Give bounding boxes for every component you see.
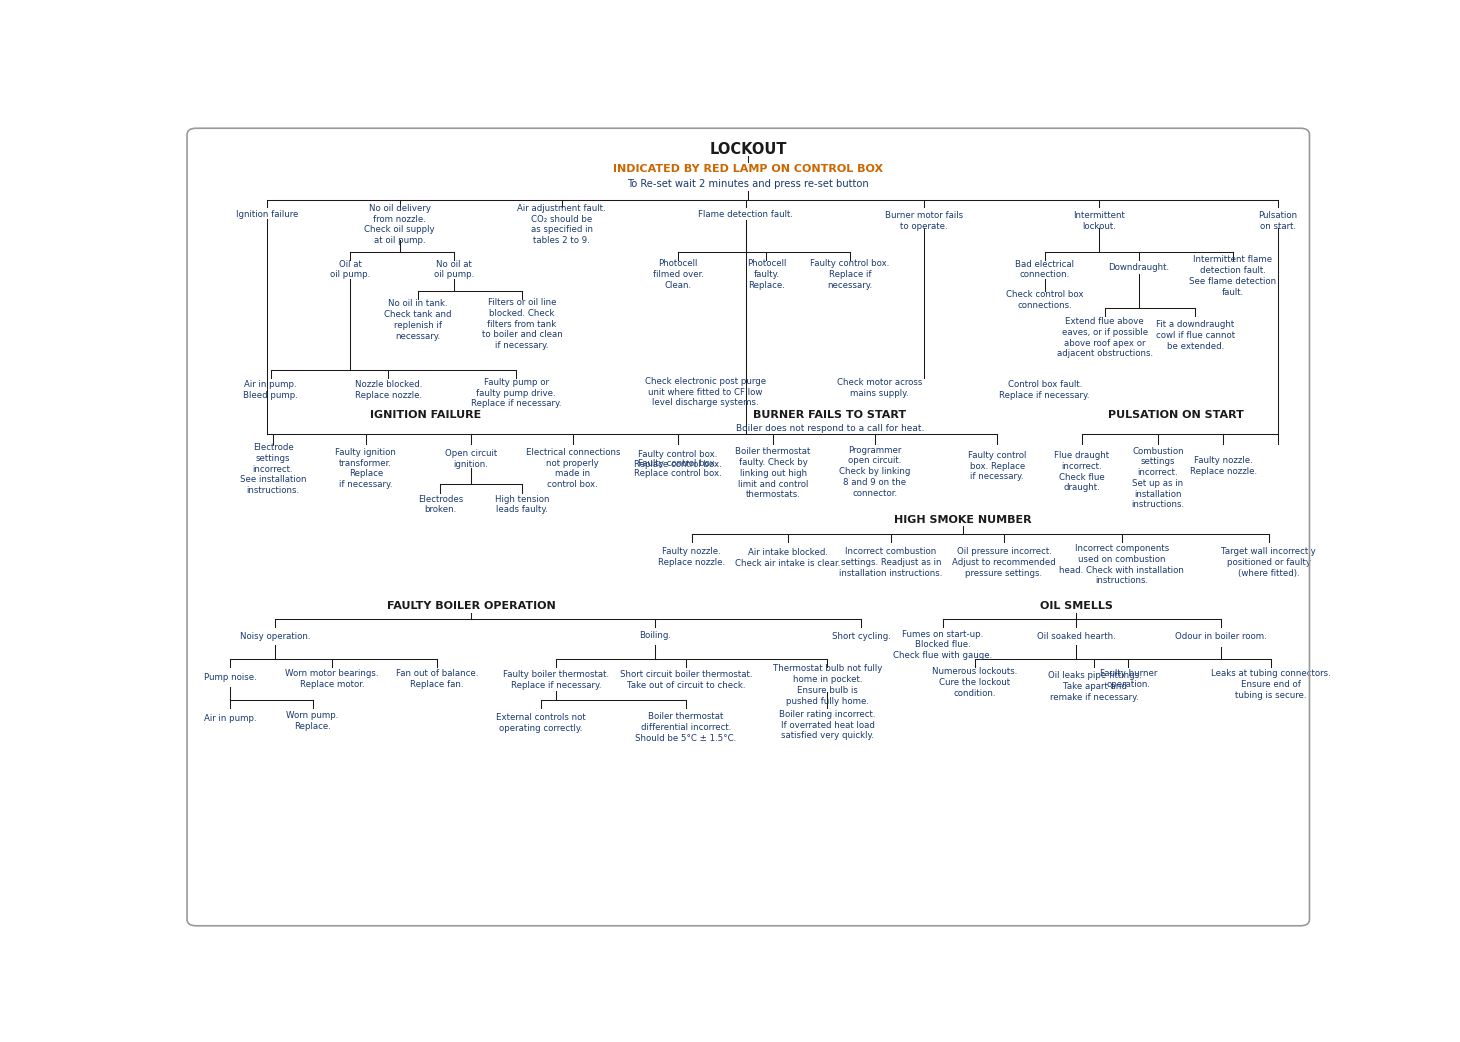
Text: Faulty control box.
Replace control box.: Faulty control box. Replace control box. [634, 458, 723, 478]
Text: Boiler thermostat
differential incorrect.
Should be 5°C ± 1.5°C.: Boiler thermostat differential incorrect… [635, 713, 737, 743]
Text: Thermostat bulb not fully
home in pocket.
Ensure bulb is
pushed fully home.: Thermostat bulb not fully home in pocket… [772, 665, 882, 705]
Text: Bad electrical
connection.: Bad electrical connection. [1015, 259, 1075, 279]
Text: Oil soaked hearth.: Oil soaked hearth. [1037, 632, 1115, 642]
Text: Oil pressure incorrect.
Adjust to recommended
pressure settings.: Oil pressure incorrect. Adjust to recomm… [952, 547, 1056, 577]
Text: No oil in tank.
Check tank and
replenish if
necessary.: No oil in tank. Check tank and replenish… [384, 299, 451, 341]
Text: Faulty boiler thermostat.
Replace if necessary.: Faulty boiler thermostat. Replace if nec… [502, 670, 609, 690]
Text: Control box fault.
Replace if necessary.: Control box fault. Replace if necessary. [1000, 380, 1091, 400]
Text: Flue draught
incorrect.
Check flue
draught.: Flue draught incorrect. Check flue draug… [1054, 451, 1110, 492]
Text: Burner motor fails
to operate.: Burner motor fails to operate. [885, 212, 962, 231]
Text: Incorrect components
used on combustion
head. Check with installation
instructio: Incorrect components used on combustion … [1058, 544, 1184, 586]
Text: Photocell
faulty.
Replace.: Photocell faulty. Replace. [746, 259, 785, 290]
Text: Noisy operation.: Noisy operation. [239, 632, 311, 642]
Text: External controls not
operating correctly.: External controls not operating correctl… [496, 713, 585, 733]
Text: High tension
leads faulty.: High tension leads faulty. [495, 495, 549, 515]
Text: Air adjustment fault.
CO₂ should be
as specified in
tables 2 to 9.: Air adjustment fault. CO₂ should be as s… [517, 204, 606, 245]
Text: Target wall incorrectly
positioned or faulty
(where fitted).: Target wall incorrectly positioned or fa… [1222, 547, 1315, 577]
Text: Programmer
open circuit.
Check by linking
8 and 9 on the
connector.: Programmer open circuit. Check by linkin… [839, 446, 911, 498]
Text: Incorrect combustion
settings. Readjust as in
installation instructions.: Incorrect combustion settings. Readjust … [839, 547, 943, 577]
Text: Boiling.: Boiling. [639, 630, 672, 640]
Text: Worn motor bearings.
Replace motor.: Worn motor bearings. Replace motor. [285, 669, 378, 689]
Text: Extend flue above
eaves, or if possible
above roof apex or
adjacent obstructions: Extend flue above eaves, or if possible … [1057, 317, 1153, 358]
Text: Electrical connections
not properly
made in
control box.: Electrical connections not properly made… [526, 448, 620, 489]
Text: Pump noise.: Pump noise. [203, 672, 257, 681]
Text: Fit a downdraught
cowl if flue cannot
be extended.: Fit a downdraught cowl if flue cannot be… [1156, 320, 1235, 350]
Text: Air in pump.
Bleed pump.: Air in pump. Bleed pump. [244, 380, 298, 400]
Text: Photocell
filmed over.
Clean.: Photocell filmed over. Clean. [653, 259, 704, 290]
Text: Oil leaks pipe fittings.
Take apart and
remake if necessary.: Oil leaks pipe fittings. Take apart and … [1048, 671, 1142, 702]
Text: Faulty ignition
transformer.
Replace
if necessary.: Faulty ignition transformer. Replace if … [336, 448, 396, 489]
Text: Worn pump.
Replace.: Worn pump. Replace. [286, 712, 339, 731]
Text: Faulty nozzle.
Replace nozzle.: Faulty nozzle. Replace nozzle. [1190, 456, 1257, 476]
Text: To Re-set wait 2 minutes and press re-set button: To Re-set wait 2 minutes and press re-se… [628, 178, 869, 189]
Text: Filters or oil line
blocked. Check
filters from tank
to boiler and clean
if nece: Filters or oil line blocked. Check filte… [482, 298, 562, 350]
Text: Combustion
settings
incorrect.
Set up as in
installation
instructions.: Combustion settings incorrect. Set up as… [1132, 447, 1184, 510]
Text: IGNITION FAILURE: IGNITION FAILURE [371, 411, 482, 421]
Text: INDICATED BY RED LAMP ON CONTROL BOX: INDICATED BY RED LAMP ON CONTROL BOX [613, 165, 883, 174]
Text: Leaks at tubing connectors.
Ensure end of
tubing is secure.: Leaks at tubing connectors. Ensure end o… [1212, 669, 1332, 699]
Text: Boiler does not respond to a call for heat.: Boiler does not respond to a call for he… [736, 424, 924, 432]
Text: Check motor across
mains supply.: Check motor across mains supply. [837, 378, 923, 398]
Text: No oil at
oil pump.: No oil at oil pump. [434, 259, 475, 279]
Text: Check control box
connections.: Check control box connections. [1006, 290, 1083, 309]
Text: Intermittent
lockout.: Intermittent lockout. [1073, 212, 1126, 231]
Text: Intermittent flame
detection fault.
See flame detection
fault.: Intermittent flame detection fault. See … [1188, 255, 1276, 297]
Text: Flame detection fault.: Flame detection fault. [698, 209, 793, 219]
Text: Short cycling.: Short cycling. [832, 632, 891, 642]
Text: Boiler thermostat
faulty. Check by
linking out high
limit and control
thermostat: Boiler thermostat faulty. Check by linki… [736, 447, 810, 499]
Text: PULSATION ON START: PULSATION ON START [1108, 411, 1244, 421]
Text: Fan out of balance.
Replace fan.: Fan out of balance. Replace fan. [396, 669, 479, 689]
Text: Air intake blocked.
Check air intake is clear.: Air intake blocked. Check air intake is … [736, 548, 841, 568]
Text: Electrode
settings
incorrect.
See installation
instructions.: Electrode settings incorrect. See instal… [239, 443, 307, 495]
Text: Pulsation
on start.: Pulsation on start. [1259, 212, 1298, 231]
Text: Nozzle blocked.
Replace nozzle.: Nozzle blocked. Replace nozzle. [355, 380, 422, 400]
Text: Downdraught.: Downdraught. [1108, 264, 1169, 272]
Text: HIGH SMOKE NUMBER: HIGH SMOKE NUMBER [895, 515, 1032, 525]
Text: Check electronic post purge
unit where fitted to CF low
level discharge systems.: Check electronic post purge unit where f… [645, 377, 767, 407]
Text: Short circuit boiler thermostat.
Take out of circuit to check.: Short circuit boiler thermostat. Take ou… [619, 670, 752, 690]
Text: Faulty pump or
faulty pump drive.
Replace if necessary.: Faulty pump or faulty pump drive. Replac… [472, 378, 562, 408]
Text: Fumes on start-up.
Blocked flue.
Check flue with gauge.: Fumes on start-up. Blocked flue. Check f… [894, 629, 993, 661]
Text: Faulty control
box. Replace
if necessary.: Faulty control box. Replace if necessary… [968, 451, 1026, 481]
Text: Electrodes
broken.: Electrodes broken. [418, 495, 463, 515]
Text: BURNER FAILS TO START: BURNER FAILS TO START [753, 411, 907, 421]
Text: Numerous lockouts.
Cure the lockout
condition.: Numerous lockouts. Cure the lockout cond… [931, 668, 1018, 698]
Text: Faulty control box.
Replace control box.: Faulty control box. Replace control box. [634, 450, 723, 470]
Text: Open circuit
ignition.: Open circuit ignition. [445, 449, 498, 469]
Text: Faulty burner
operation.: Faulty burner operation. [1099, 669, 1158, 689]
Text: Boiler rating incorrect.
If overrated heat load
satisfied very quickly.: Boiler rating incorrect. If overrated he… [780, 710, 876, 741]
Text: OIL SMELLS: OIL SMELLS [1040, 601, 1113, 612]
Text: Ignition failure: Ignition failure [237, 209, 298, 219]
Text: LOCKOUT: LOCKOUT [710, 143, 787, 157]
Text: Odour in boiler room.: Odour in boiler room. [1175, 632, 1267, 642]
Text: No oil delivery
from nozzle.
Check oil supply
at oil pump.: No oil delivery from nozzle. Check oil s… [365, 204, 435, 245]
Text: FAULTY BOILER OPERATION: FAULTY BOILER OPERATION [387, 601, 555, 612]
Text: Oil at
oil pump.: Oil at oil pump. [330, 259, 369, 279]
Text: Faulty control box.
Replace if
necessary.: Faulty control box. Replace if necessary… [810, 259, 889, 290]
Text: Air in pump.: Air in pump. [204, 714, 257, 723]
Text: Faulty nozzle.
Replace nozzle.: Faulty nozzle. Replace nozzle. [658, 547, 726, 567]
